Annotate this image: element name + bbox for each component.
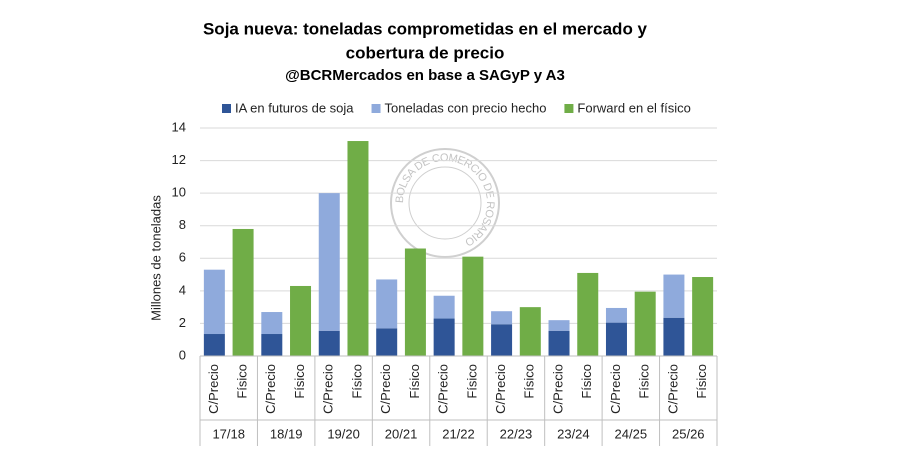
- y-tick-label: 8: [179, 217, 186, 232]
- legend-label: Forward en el físico: [577, 100, 690, 115]
- x-tick-label: C/Precio: [321, 364, 336, 414]
- bar: [519, 307, 541, 356]
- group-label: 22/23: [500, 426, 533, 441]
- x-tick-label: Físico: [579, 364, 594, 399]
- chart-subtitle: @BCRMercados en base a SAGyP y A3: [285, 67, 565, 84]
- legend-swatch: [222, 104, 231, 113]
- bar: [491, 324, 513, 356]
- x-tick-label: Físico: [292, 364, 307, 399]
- group-label: 21/22: [442, 426, 475, 441]
- watermark-ring: [390, 148, 500, 258]
- chart-title: Soja nueva: toneladas comprometidas en e…: [203, 19, 648, 38]
- bar: [433, 295, 455, 319]
- y-axis-label: Millones de toneladas: [148, 195, 163, 321]
- bar: [548, 330, 570, 356]
- x-tick-label: Físico: [522, 364, 537, 399]
- y-tick-label: 6: [179, 250, 186, 265]
- bar: [605, 307, 627, 323]
- x-tick-label: C/Precio: [608, 364, 623, 414]
- bar: [692, 277, 714, 356]
- bar: [376, 279, 398, 329]
- bar: [404, 248, 426, 356]
- legend-label: IA en futuros de soja: [235, 100, 354, 115]
- x-tick-label: Físico: [464, 364, 479, 399]
- bar: [261, 334, 283, 356]
- bar: [433, 318, 455, 356]
- bar: [462, 256, 484, 356]
- bar: [663, 317, 685, 356]
- bar: [203, 334, 225, 356]
- group-label: 24/25: [615, 426, 648, 441]
- bar: [548, 320, 570, 331]
- y-tick-label: 0: [179, 347, 186, 362]
- group-label: 19/20: [327, 426, 360, 441]
- x-tick-label: Físico: [694, 364, 709, 399]
- bar: [376, 328, 398, 356]
- group-label: 20/21: [385, 426, 418, 441]
- legend-swatch: [564, 104, 574, 113]
- x-tick-label: C/Precio: [550, 364, 565, 414]
- bar: [318, 330, 340, 356]
- y-tick-label: 12: [172, 152, 186, 167]
- x-tick-label: Físico: [407, 364, 422, 399]
- group-label: 17/18: [212, 426, 245, 441]
- bar: [663, 274, 685, 318]
- group-label: 18/19: [270, 426, 303, 441]
- bar: [491, 311, 513, 325]
- x-tick-label: Físico: [235, 364, 250, 399]
- bar: [318, 193, 340, 331]
- group-label: 23/24: [557, 426, 590, 441]
- x-tick-label: C/Precio: [378, 364, 393, 414]
- bar: [203, 269, 225, 335]
- y-tick-label: 4: [179, 282, 186, 297]
- bar: [347, 141, 369, 356]
- bar: [232, 228, 254, 356]
- group-label: 25/26: [672, 426, 705, 441]
- x-tick-label: C/Precio: [493, 364, 508, 414]
- y-tick-label: 10: [172, 185, 186, 200]
- legend-swatch: [371, 104, 381, 113]
- watermark: BOLSA DE COMERCIO DE ROSARIO: [390, 148, 500, 258]
- chart-title: cobertura de precio: [346, 43, 505, 62]
- bar: [261, 312, 283, 335]
- x-tick-label: Físico: [637, 364, 652, 399]
- watermark-ring: [408, 166, 482, 240]
- x-tick-label: C/Precio: [665, 364, 680, 414]
- y-tick-label: 2: [179, 315, 186, 330]
- bar: [290, 285, 312, 356]
- bar: [605, 322, 627, 356]
- x-tick-label: C/Precio: [206, 364, 221, 414]
- bar: [577, 272, 599, 356]
- x-tick-label: C/Precio: [436, 364, 451, 414]
- bar: [634, 291, 656, 356]
- legend-label: Toneladas con precio hecho: [385, 100, 547, 115]
- y-tick-label: 14: [172, 119, 186, 134]
- x-tick-label: C/Precio: [263, 364, 278, 414]
- x-tick-label: Físico: [349, 364, 364, 399]
